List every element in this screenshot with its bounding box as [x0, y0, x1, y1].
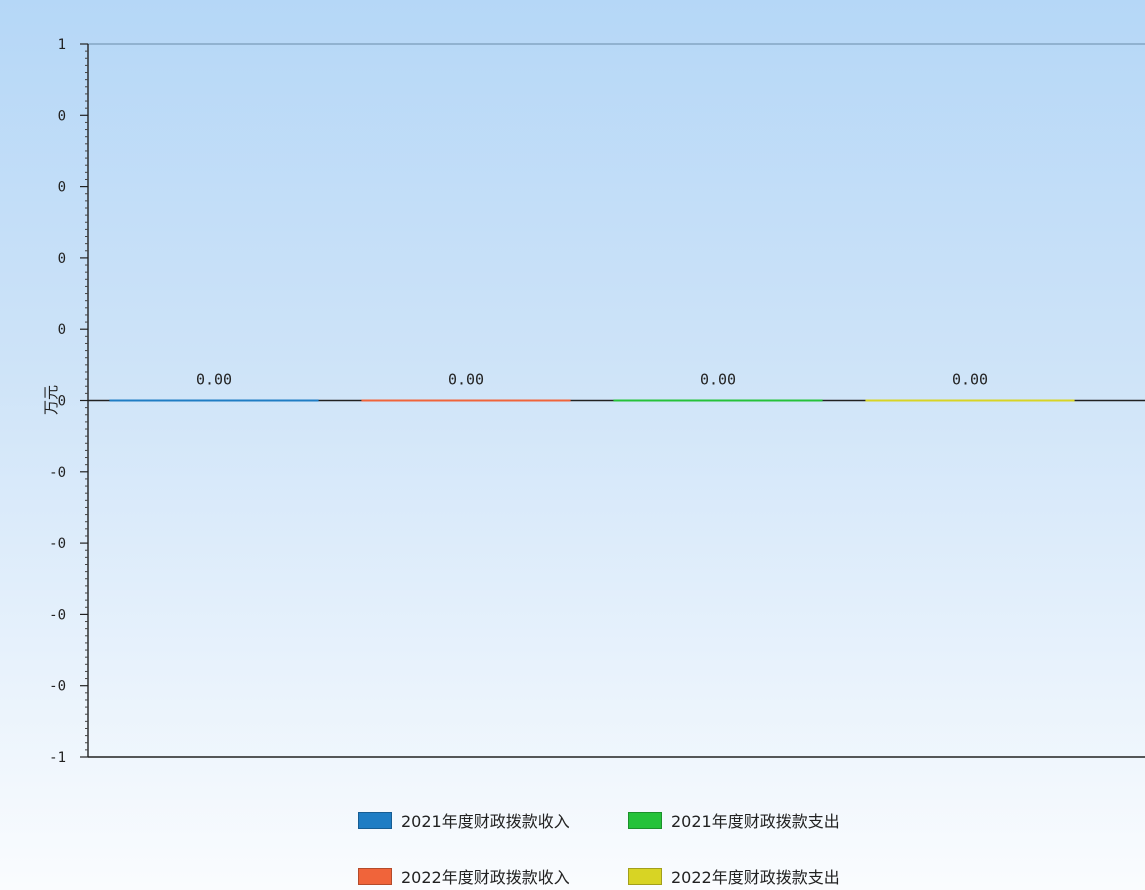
y-tick-label: 0 — [58, 251, 66, 267]
y-tick-label: -0 — [49, 465, 66, 481]
y-tick-label: 1 — [58, 37, 66, 53]
legend-label: 2022年度财政拨款支出 — [671, 868, 840, 887]
data-label: 0.00 — [448, 371, 484, 389]
y-tick-label: -0 — [49, 607, 66, 623]
legend-item[interactable]: 2021年度财政拨款收入 — [358, 808, 570, 832]
legend-label: 2022年度财政拨款收入 — [401, 868, 570, 887]
legend-swatch — [628, 811, 662, 829]
bar — [865, 399, 1075, 402]
bar — [361, 399, 571, 402]
bar — [613, 399, 823, 402]
data-label: 0.00 — [700, 371, 736, 389]
y-tick-label: -0 — [49, 536, 66, 552]
y-tick-label: 0 — [58, 394, 66, 410]
legend-label: 2021年度财政拨款收入 — [401, 812, 570, 831]
data-label: 0.00 — [952, 371, 988, 389]
bar — [109, 399, 319, 402]
legend-swatch — [358, 811, 392, 829]
y-tick-label: 0 — [58, 108, 66, 124]
legend-swatch — [358, 867, 392, 885]
legend-item[interactable]: 2022年度财政拨款收入 — [358, 864, 570, 888]
y-axis-title: 万元 — [42, 385, 60, 415]
legend-item[interactable]: 2021年度财政拨款支出 — [628, 808, 840, 832]
legend-label: 2021年度财政拨款支出 — [671, 812, 840, 831]
y-tick-label: 0 — [58, 322, 66, 338]
y-tick-label: 0 — [58, 180, 66, 196]
y-tick-label: -0 — [49, 679, 66, 695]
legend-swatch — [628, 867, 662, 885]
legend-item[interactable]: 2022年度财政拨款支出 — [628, 864, 840, 888]
data-label: 0.00 — [196, 371, 232, 389]
y-tick-label: -1 — [49, 750, 66, 766]
